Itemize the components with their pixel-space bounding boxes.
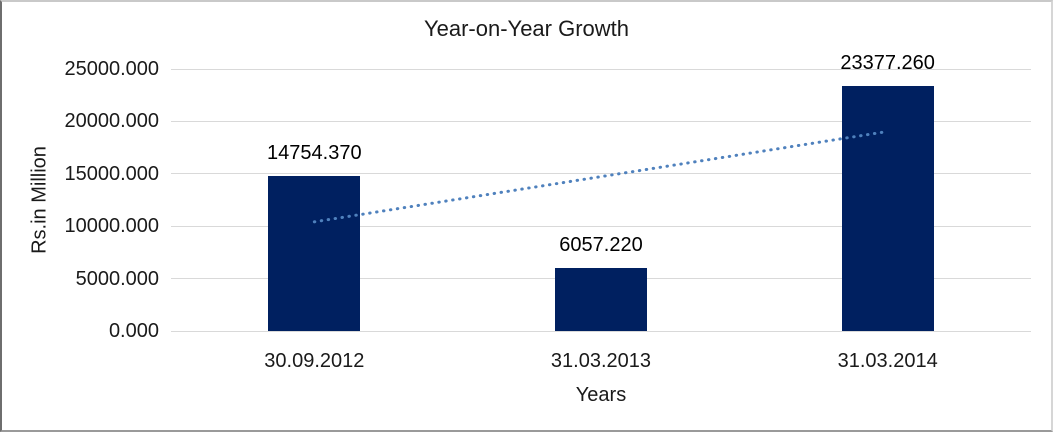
bar [841, 86, 934, 331]
y-tick-label: 25000.000 [64, 58, 159, 80]
y-tick-label: 20000.000 [64, 110, 159, 133]
x-axis-title: Years [575, 384, 627, 406]
y-tick-label: 0.000 [108, 320, 159, 342]
bar-value-label: 6057.220 [559, 233, 643, 256]
bar-value-label: 23377.260 [840, 52, 935, 74]
bar [555, 267, 647, 331]
y-tick-label: 10000.000 [64, 215, 159, 238]
bar-value-label: 14754.370 [267, 142, 362, 165]
gridline [171, 120, 1031, 122]
chart-title: Year-on-Year Growth [423, 16, 630, 41]
y-tick-label: 15000.000 [64, 162, 159, 185]
gridline [171, 68, 1031, 70]
x-tick-label: 31.03.2013 [550, 350, 652, 372]
gridline [171, 225, 1031, 227]
x-tick-label: 30.09.2012 [264, 350, 365, 372]
y-tick-label: 5000.000 [75, 267, 159, 290]
gridline [171, 330, 1031, 332]
bar [268, 176, 361, 331]
x-tick-label: 31.03.2014 [837, 350, 938, 372]
